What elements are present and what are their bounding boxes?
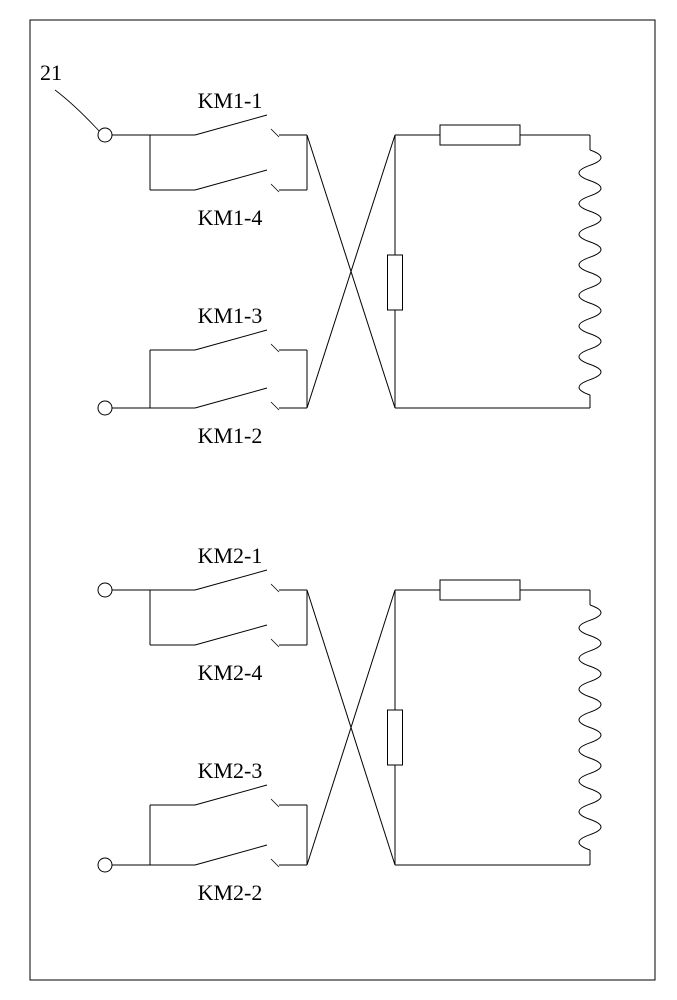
switch-KM1-3: KM1-3 [175,303,285,352]
switch-KM2-3-label: KM2-3 [198,758,263,783]
switch-KM1-4: KM1-4 [175,170,285,230]
switch-KM2-2-label: KM2-2 [198,880,263,905]
switch-KM2-1-label: KM2-1 [198,543,263,568]
coil-M1 [579,150,601,395]
resistor-horiz [440,580,520,600]
switch-KM1-4-label: KM1-4 [198,205,263,230]
terminal-top [98,583,112,597]
callout-label: 21 [40,60,62,85]
diagram-frame [30,20,655,980]
coil-M2 [579,605,601,850]
resistor-vert [388,255,403,310]
switch-KM1-3-label: KM1-3 [198,303,263,328]
switch-KM1-1-label: KM1-1 [198,88,263,113]
module-M2: KM2-1 KM2-4 KM2-3 KM2-2 [98,543,601,905]
resistor-vert [388,710,403,765]
switch-KM1-2: KM1-2 [175,388,285,448]
resistor-horiz [440,125,520,145]
terminal-bottom [98,858,112,872]
switch-KM1-1: KM1-1 [175,88,285,137]
switch-KM2-2: KM2-2 [175,845,285,905]
switch-KM1-2-label: KM1-2 [198,423,263,448]
switch-KM2-3: KM2-3 [175,758,285,807]
terminal-bottom [98,401,112,415]
switch-KM2-4: KM2-4 [175,625,285,685]
switch-KM2-4-label: KM2-4 [198,660,263,685]
callout-leader [55,90,100,132]
terminal-top [98,128,112,142]
switch-KM2-1: KM2-1 [175,543,285,592]
module-M1: KM1-1 KM1-4 KM1-3 KM1-2 [98,88,601,448]
